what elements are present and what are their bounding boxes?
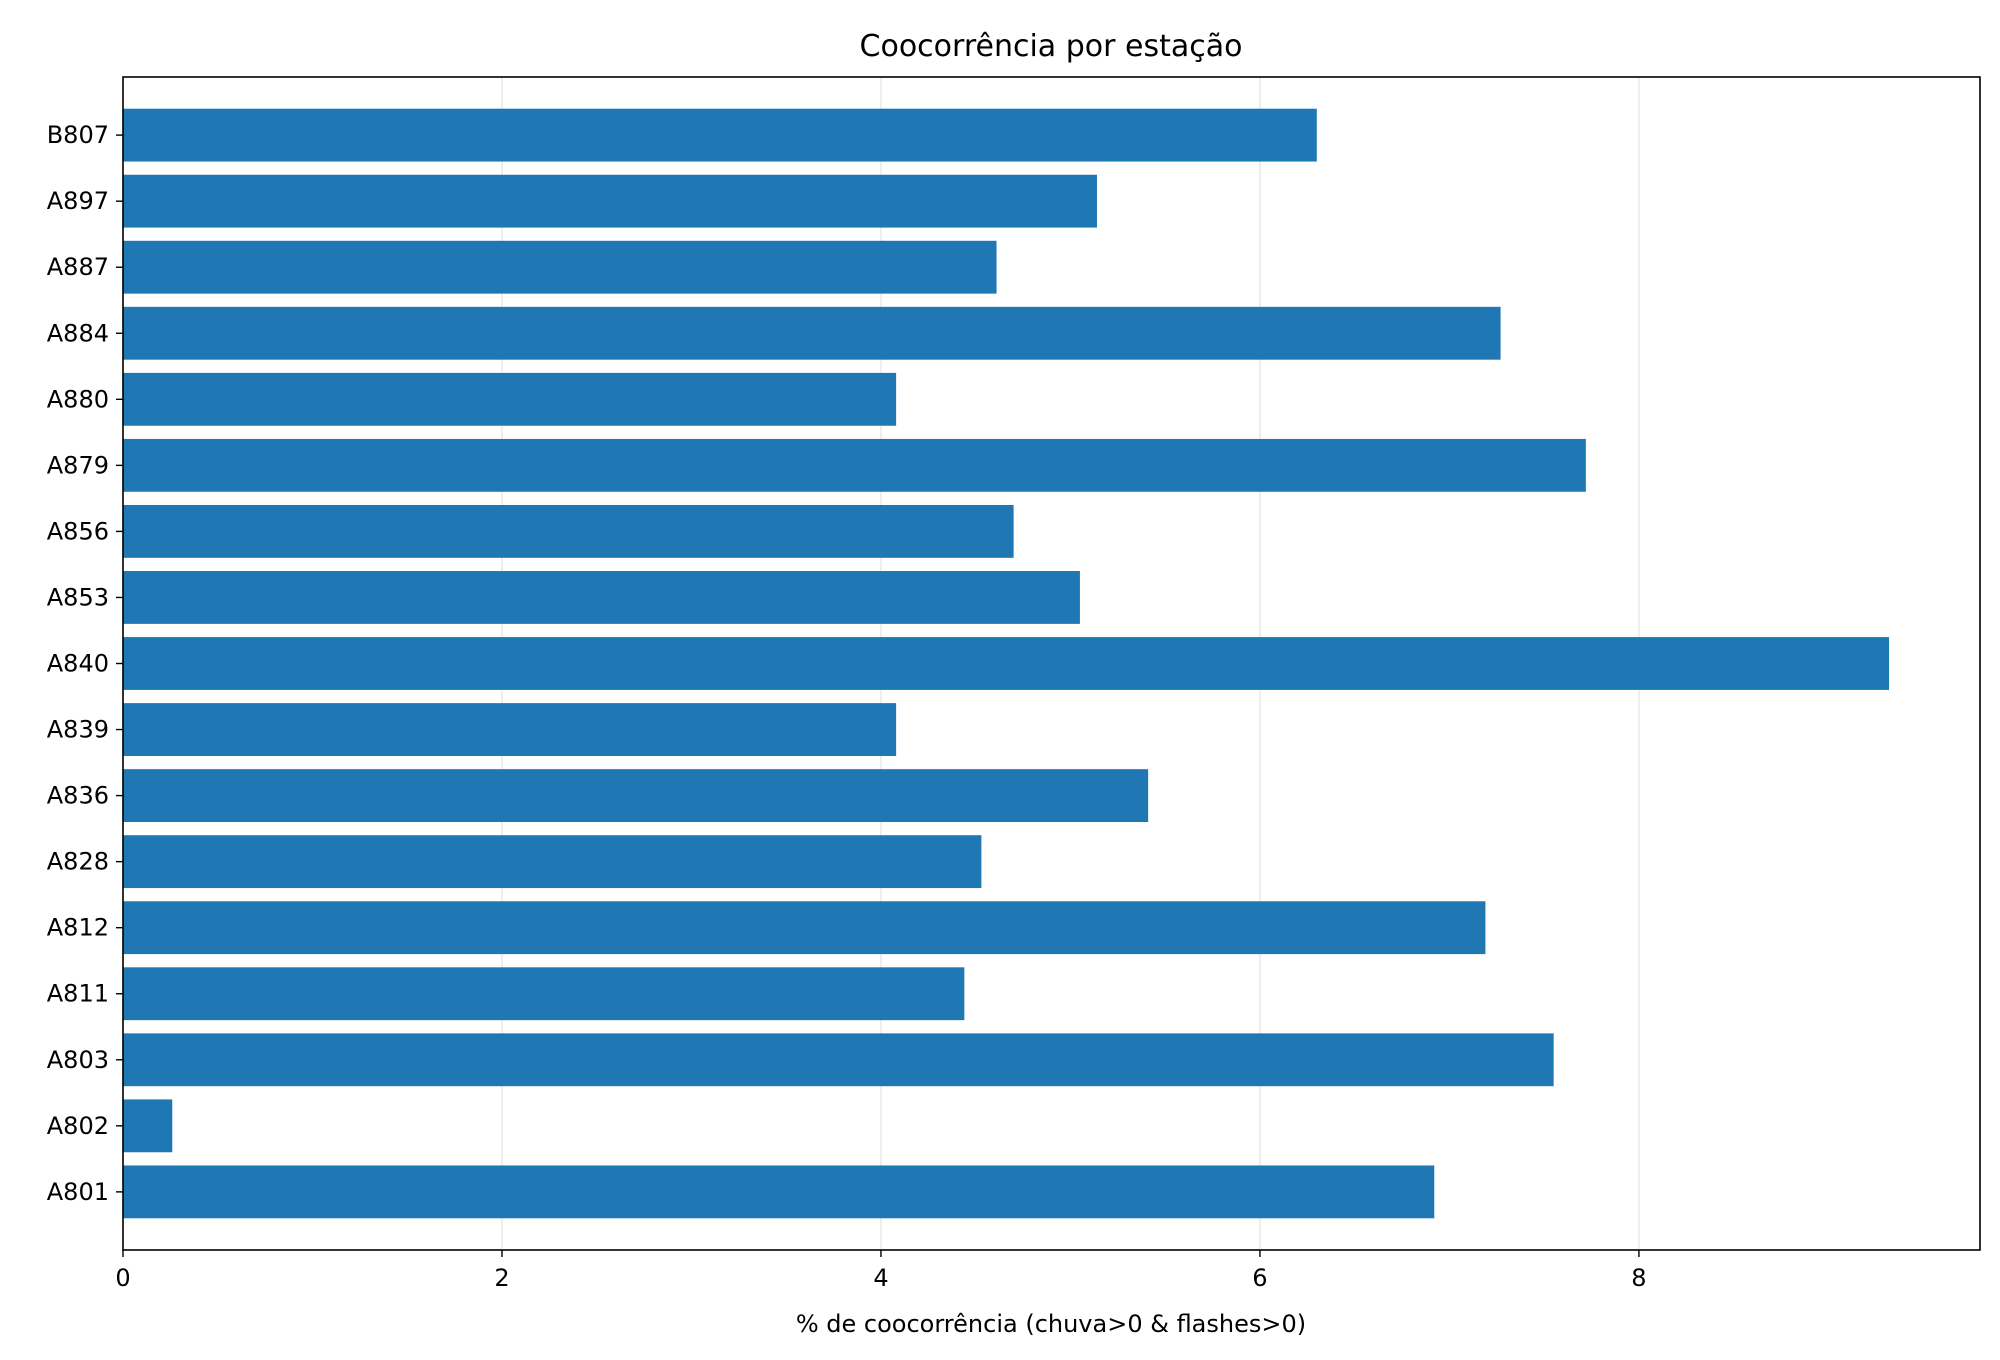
bar-a887 xyxy=(123,240,997,294)
bar-a839 xyxy=(123,703,897,756)
y-tick-label: A801 xyxy=(47,1178,109,1206)
bar-a853 xyxy=(123,571,1080,624)
x-axis: 0 2 4 6 8 xyxy=(115,1250,1647,1292)
bar-a840 xyxy=(123,637,1890,690)
x-tick-label: 6 xyxy=(1252,1264,1267,1292)
y-tick-label: A856 xyxy=(47,517,109,545)
y-tick-label: A836 xyxy=(47,782,109,810)
bar-a880 xyxy=(123,372,897,426)
y-tick-label: A840 xyxy=(47,650,109,678)
x-tick-label: 2 xyxy=(494,1264,509,1292)
y-tick-label: A803 xyxy=(47,1046,109,1074)
y-tick-label: A828 xyxy=(47,848,109,876)
y-tick-label: A853 xyxy=(47,583,109,611)
x-axis-label: % de coocorrência (chuva>0 & flashes>0) xyxy=(796,1310,1306,1338)
bar-b807 xyxy=(123,108,1317,162)
bar-a828 xyxy=(123,835,982,889)
y-tick-label: A887 xyxy=(47,253,109,281)
y-tick-label: B807 xyxy=(47,121,109,149)
bar-a897 xyxy=(123,174,1097,228)
bar-a884 xyxy=(123,306,1501,360)
bar-a802 xyxy=(123,1099,173,1153)
y-tick-label: A811 xyxy=(47,980,109,1008)
x-tick-label: 8 xyxy=(1631,1264,1646,1292)
bar-a811 xyxy=(123,967,965,1021)
y-tick-label: A812 xyxy=(47,914,109,942)
bar-a856 xyxy=(123,504,1014,558)
y-tick-label: A879 xyxy=(47,451,109,479)
y-tick-label: A802 xyxy=(47,1112,109,1140)
bar-a879 xyxy=(123,438,1586,492)
chart-title: Coocorrência por estação xyxy=(860,29,1243,64)
y-tick-label: A884 xyxy=(47,319,109,347)
y-tick-label: A897 xyxy=(47,187,109,215)
bar-a803 xyxy=(123,1033,1554,1087)
bar-a801 xyxy=(123,1165,1435,1219)
y-axis: A801 A802 A803 A811 A812 A828 A836 A839 A840 A853… xyxy=(47,121,123,1206)
bars xyxy=(123,108,1890,1219)
bar-a812 xyxy=(123,901,1486,955)
y-tick-label: A880 xyxy=(47,385,109,413)
x-tick-label: 4 xyxy=(873,1264,888,1292)
y-tick-label: A839 xyxy=(47,716,109,744)
x-tick-label: 0 xyxy=(115,1264,130,1292)
bar-a836 xyxy=(123,769,1149,823)
